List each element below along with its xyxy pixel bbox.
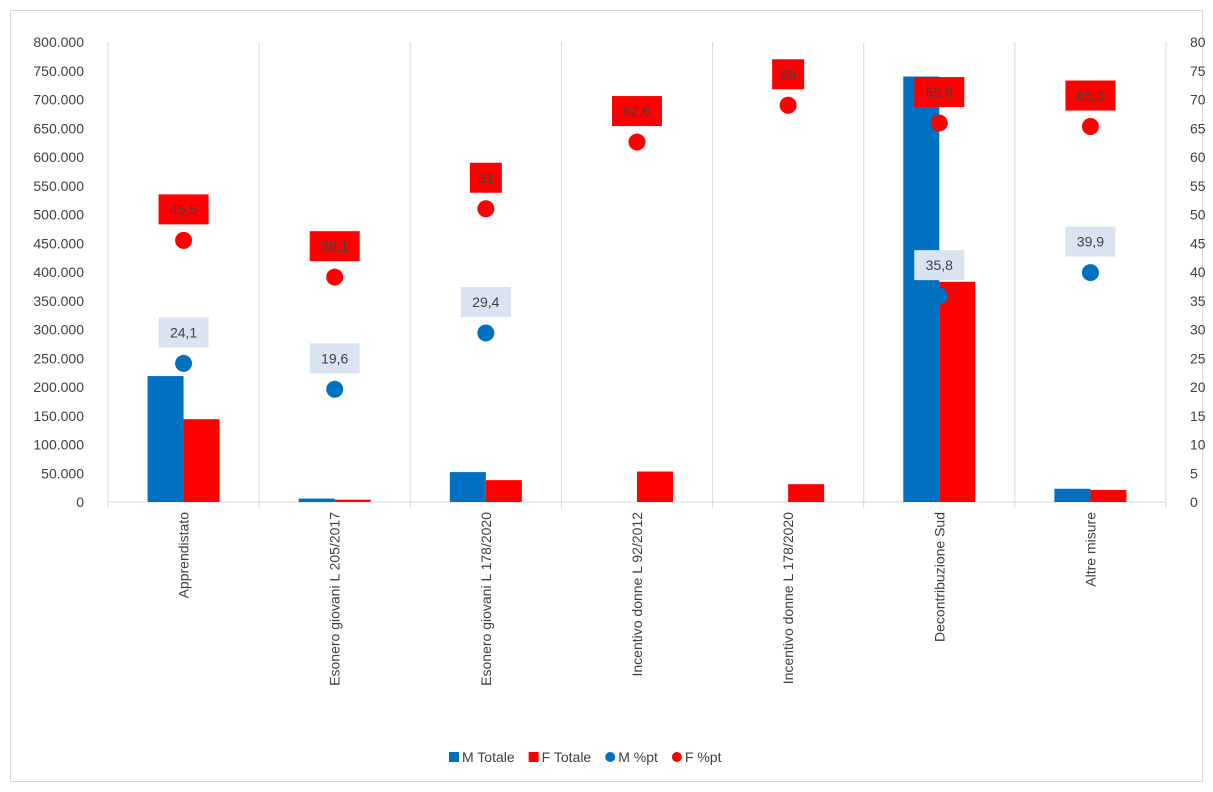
right-axis-tick-label: 45 bbox=[1190, 235, 1206, 251]
legend-label: M %pt bbox=[618, 749, 658, 765]
category-label: Altre misure bbox=[1082, 512, 1098, 587]
point-m-pt bbox=[1081, 264, 1099, 282]
point-m-pt bbox=[930, 287, 948, 305]
point-f-pt bbox=[175, 231, 193, 249]
chart-frame bbox=[10, 10, 1203, 782]
right-axis-tick-label: 35 bbox=[1190, 293, 1206, 309]
data-label-box-f bbox=[469, 162, 502, 193]
right-axis-tick-label: 20 bbox=[1190, 379, 1206, 395]
data-label-box-f bbox=[612, 96, 662, 127]
left-axis-tick-label: 600.000 bbox=[33, 149, 84, 165]
data-label-box-m bbox=[460, 286, 511, 317]
data-label-box-m bbox=[1065, 226, 1116, 257]
point-f-pt bbox=[779, 96, 797, 114]
left-axis-tick-label: 100.000 bbox=[33, 437, 84, 453]
right-axis-tick-label: 80 bbox=[1190, 34, 1206, 50]
data-label-box-m bbox=[914, 250, 965, 281]
data-label-m-pt: 24,1 bbox=[170, 324, 197, 340]
legend-swatch bbox=[528, 752, 539, 762]
right-axis-tick-label: 25 bbox=[1190, 350, 1206, 366]
data-label-f-pt: 65,9 bbox=[926, 84, 953, 100]
bar-m-totale bbox=[449, 472, 486, 502]
data-label-box-f bbox=[772, 59, 805, 90]
right-axis-tick-label: 55 bbox=[1190, 178, 1206, 194]
point-f-pt bbox=[477, 200, 495, 218]
legend-label: F Totale bbox=[542, 749, 592, 765]
data-label-box-f bbox=[158, 194, 209, 225]
category-label: Esonero giovani L 178/2020 bbox=[478, 512, 494, 686]
left-axis-tick-label: 50.000 bbox=[41, 465, 84, 481]
data-label-m-pt: 35,8 bbox=[926, 257, 953, 273]
legend-swatch bbox=[449, 752, 459, 762]
point-f-pt bbox=[930, 114, 948, 132]
data-label-box-f bbox=[1065, 80, 1116, 111]
right-axis-tick-label: 10 bbox=[1190, 437, 1206, 453]
data-label-f-pt: 65,3 bbox=[1077, 88, 1104, 104]
bar-f-totale bbox=[1090, 489, 1127, 502]
data-label-m-pt: 29,4 bbox=[472, 294, 499, 310]
left-axis-tick-label: 300.000 bbox=[33, 322, 84, 338]
bar-f-totale bbox=[637, 471, 673, 502]
legend-label: F %pt bbox=[685, 749, 722, 765]
bar-f-totale bbox=[788, 484, 825, 502]
data-label-box-m bbox=[309, 343, 360, 374]
category-label: Apprendistato bbox=[176, 512, 192, 599]
left-axis-tick-label: 750.000 bbox=[33, 63, 84, 79]
data-label-f-pt: 69 bbox=[780, 66, 796, 82]
left-axis-tick-label: 650.000 bbox=[33, 120, 84, 136]
right-axis-tick-label: 70 bbox=[1190, 92, 1206, 108]
category-label: Decontribuzione Sud bbox=[931, 512, 947, 642]
category-label: Incentivo donne L 178/2020 bbox=[780, 512, 796, 685]
point-f-pt bbox=[628, 133, 646, 151]
data-label-m-pt: 19,6 bbox=[321, 350, 348, 366]
point-m-pt bbox=[326, 380, 344, 398]
right-axis-tick-label: 75 bbox=[1190, 63, 1206, 79]
point-f-pt bbox=[1081, 118, 1099, 136]
data-label-f-pt: 51 bbox=[478, 170, 494, 186]
data-label-f-pt: 62,6 bbox=[623, 103, 650, 119]
bar-m-totale bbox=[147, 376, 184, 502]
bar-m-totale bbox=[903, 76, 940, 502]
left-axis-tick-label: 700.000 bbox=[33, 92, 84, 108]
left-axis-tick-label: 150.000 bbox=[33, 408, 84, 424]
bar-f-totale bbox=[183, 419, 220, 502]
left-axis-tick-label: 500.000 bbox=[33, 207, 84, 223]
category-label: Esonero giovani L 205/2017 bbox=[327, 512, 343, 686]
data-label-box-f bbox=[914, 77, 965, 108]
right-axis-tick-label: 40 bbox=[1190, 264, 1206, 280]
left-axis-tick-label: 800.000 bbox=[33, 34, 84, 50]
left-axis-tick-label: 0 bbox=[76, 494, 84, 510]
left-axis-tick-label: 250.000 bbox=[33, 350, 84, 366]
data-label-m-pt: 39,9 bbox=[1077, 234, 1104, 250]
right-axis-tick-label: 65 bbox=[1190, 120, 1206, 136]
data-label-f-pt: 45,5 bbox=[170, 201, 197, 217]
right-axis-tick-label: 0 bbox=[1190, 494, 1198, 510]
right-axis-tick-label: 15 bbox=[1190, 408, 1206, 424]
left-axis-tick-label: 350.000 bbox=[33, 293, 84, 309]
right-axis-tick-label: 50 bbox=[1190, 207, 1206, 223]
point-f-pt bbox=[326, 268, 344, 286]
right-axis-tick-label: 30 bbox=[1190, 322, 1206, 338]
point-m-pt bbox=[175, 354, 193, 372]
right-axis-tick-label: 5 bbox=[1190, 465, 1198, 481]
point-m-pt bbox=[477, 324, 495, 342]
data-label-box-f bbox=[309, 231, 360, 262]
bar-f-totale bbox=[334, 499, 371, 502]
bar-f-totale bbox=[485, 480, 522, 502]
bar-m-totale bbox=[1054, 488, 1091, 502]
bar-f-totale bbox=[939, 281, 976, 502]
legend-label: M Totale bbox=[462, 749, 515, 765]
left-axis-tick-label: 400.000 bbox=[33, 264, 84, 280]
data-label-box-m bbox=[158, 317, 209, 348]
legend-marker bbox=[671, 752, 682, 762]
category-label: Incentivo donne L 92/2012 bbox=[629, 512, 645, 677]
data-label-f-pt: 39,1 bbox=[321, 238, 348, 254]
left-axis-tick-label: 450.000 bbox=[33, 235, 84, 251]
right-axis-tick-label: 60 bbox=[1190, 149, 1206, 165]
bar-m-totale bbox=[298, 498, 335, 502]
legend-marker bbox=[605, 752, 616, 762]
left-axis-tick-label: 200.000 bbox=[33, 379, 84, 395]
left-axis-tick-label: 550.000 bbox=[33, 178, 84, 194]
